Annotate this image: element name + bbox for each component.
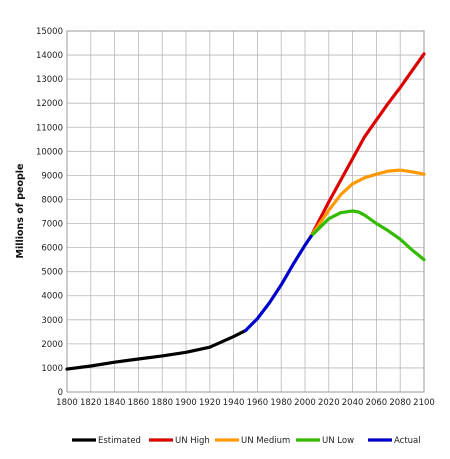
y-axis-label: Millions of people <box>15 164 26 259</box>
x-tick-label: 1860 <box>128 398 150 408</box>
legend-label: UN Medium <box>241 436 290 446</box>
legend-label: Estimated <box>98 436 141 446</box>
y-tick-label: 15000 <box>36 27 63 37</box>
y-tick-label: 8000 <box>41 195 63 205</box>
legend: Estimated UN High UN Medium UN Low Actual <box>72 436 421 446</box>
x-tick-label: 1920 <box>199 398 221 408</box>
tick-labels: 1800 1820 1840 1860 1880 1900 1920 1940 1960 1980… <box>36 27 435 408</box>
x-tick-label: 1900 <box>175 398 197 408</box>
x-tick-label: 1840 <box>104 398 126 408</box>
grid <box>66 30 425 393</box>
y-tick-label: 6000 <box>41 244 63 254</box>
x-tick-label: 2020 <box>318 398 340 408</box>
x-tick-label: 2040 <box>342 398 364 408</box>
x-tick-label: 1960 <box>247 398 269 408</box>
series-line-un-medium <box>309 168 426 238</box>
series-lines <box>65 52 426 371</box>
series-line-un-low <box>309 209 426 262</box>
x-tick-label: 1820 <box>80 398 102 408</box>
legend-label: Actual <box>394 436 421 446</box>
series-line-actual <box>243 234 313 333</box>
y-tick-label: 1000 <box>41 364 63 374</box>
y-tick-label: 7000 <box>41 220 63 230</box>
x-tick-label: 1800 <box>56 398 78 408</box>
y-tick-label: 5000 <box>41 268 63 278</box>
y-tick-label: 9000 <box>41 171 63 181</box>
series-line-un-high <box>309 52 426 238</box>
x-tick-label: 1980 <box>270 398 292 408</box>
x-tick-label: 2000 <box>294 398 316 408</box>
x-tick-label: 2060 <box>366 398 388 408</box>
y-tick-label: 10000 <box>36 147 63 157</box>
legend-label: UN Low <box>322 436 354 446</box>
y-tick-label: 13000 <box>36 75 63 85</box>
legend-label: UN High <box>175 436 210 446</box>
y-tick-label: 14000 <box>36 51 63 61</box>
y-tick-label: 11000 <box>36 123 63 133</box>
x-tick-label: 1880 <box>151 398 173 408</box>
y-tick-label: 2000 <box>41 340 63 350</box>
x-tick-label: 2100 <box>413 398 435 408</box>
y-tick-label: 0 <box>58 388 63 398</box>
x-tick-label: 2080 <box>389 398 411 408</box>
x-tick-label: 1940 <box>223 398 245 408</box>
y-tick-label: 4000 <box>41 292 63 302</box>
y-tick-label: 12000 <box>36 99 63 109</box>
series-line-estimated <box>65 329 248 371</box>
axes <box>66 30 425 393</box>
y-tick-label: 3000 <box>41 316 63 326</box>
plot-frame <box>66 30 425 393</box>
